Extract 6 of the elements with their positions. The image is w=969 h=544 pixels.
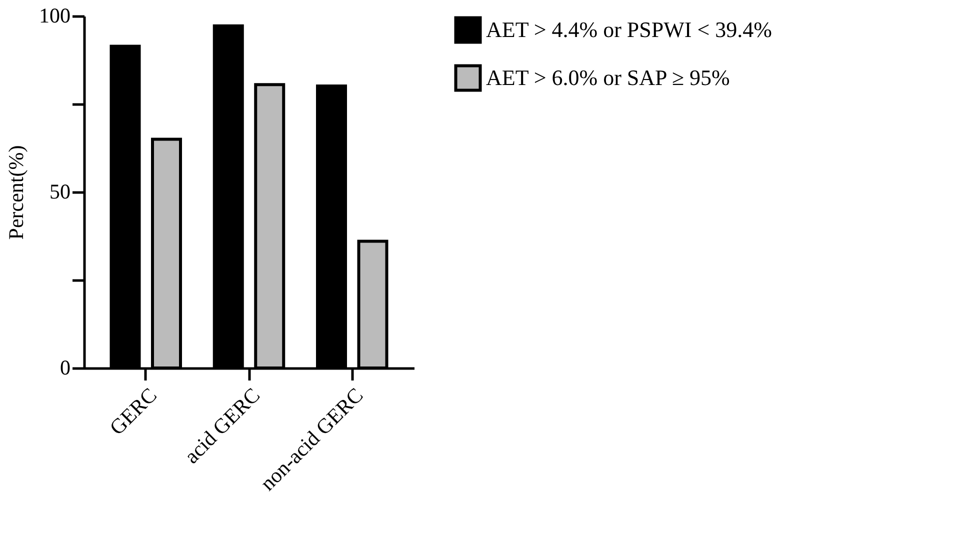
legend-label: AET > 4.4% or PSPWI < 39.4% [486, 17, 772, 42]
legend-label: AET > 6.0% or SAP ≥ 95% [486, 65, 730, 90]
y-tick-label: 0 [60, 356, 70, 380]
y-tick-label: 50 [50, 180, 70, 204]
y-axis-title: Percent(%) [4, 145, 28, 240]
y-tick-label: 100 [39, 4, 70, 28]
